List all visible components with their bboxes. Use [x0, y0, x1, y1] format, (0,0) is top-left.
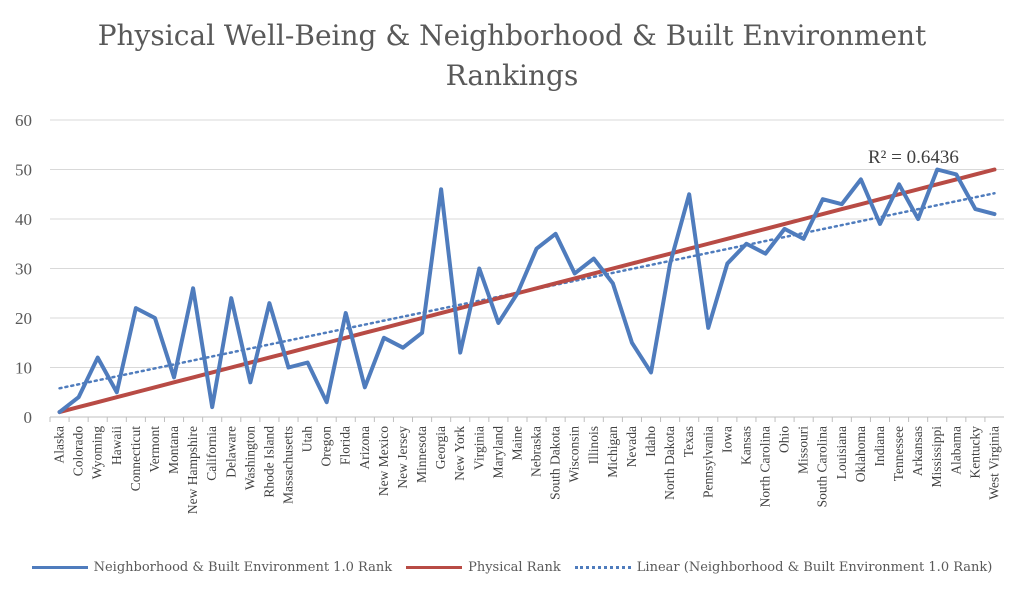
x-tick-label-montana: Montana: [166, 426, 181, 474]
legend-swatch-physical: [406, 565, 463, 569]
x-tick-label-alaska: Alaska: [52, 426, 67, 464]
x-tick-label-south-dakota: South Dakota: [548, 426, 563, 500]
legend-swatch-linear: [574, 565, 631, 569]
x-tick-label-iowa: Iowa: [719, 426, 734, 453]
chart-title-line-1: Physical Well-Being & Neighborhood & Bui…: [97, 19, 927, 52]
legend: Neighborhood & Built Environment 1.0 Ran…: [0, 556, 1024, 578]
y-tick-label-30: 30: [15, 260, 32, 279]
y-axis: 0 10 20 30 40 50 60: [15, 111, 32, 427]
x-tick-label-virginia: Virginia: [471, 426, 486, 470]
series-line-neighborhood-built-environment-1-0-rank: [57, 167, 997, 415]
x-tick-label-north-dakota: North Dakota: [662, 426, 677, 500]
x-tick-label-maryland: Maryland: [490, 426, 505, 479]
x-tick-label-utah: Utah: [300, 426, 315, 452]
series-line-linear-trend: [58, 192, 996, 390]
x-tick-label-hawaii: Hawaii: [109, 426, 124, 465]
x-tick-label-indiana: Indiana: [872, 426, 887, 466]
x-tick-label-north-carolina: North Carolina: [758, 426, 773, 507]
y-tick-label-40: 40: [15, 210, 32, 229]
r-squared-label: R² = 0.6436: [868, 147, 959, 168]
x-tick-label-vermont: Vermont: [147, 426, 162, 473]
legend-label-neighborhood: Neighborhood & Built Environment 1.0 Ran…: [93, 559, 393, 575]
x-tick-label-new-hampshire: New Hampshire: [185, 426, 200, 514]
y-tick-label-20: 20: [15, 309, 32, 328]
x-tick-label-washington: Washington: [242, 426, 257, 490]
x-tick-label-ohio: Ohio: [777, 426, 792, 453]
x-tick-label-tennessee: Tennessee: [891, 426, 906, 481]
legend-item-neighborhood: Neighborhood & Built Environment 1.0 Ran…: [31, 559, 393, 575]
x-tick-label-idaho: Idaho: [643, 426, 658, 457]
legend-item-physical: Physical Rank: [406, 560, 561, 575]
x-tick-label-rhode-island: Rhode Island: [261, 426, 276, 498]
x-tick-label-delaware: Delaware: [223, 426, 238, 478]
x-tick-label-new-jersey: New Jersey: [395, 426, 410, 489]
x-tick-label-maine: Maine: [509, 426, 524, 461]
x-tick-label-alabama: Alabama: [948, 426, 963, 475]
x-tick-label-new-mexico: New Mexico: [376, 426, 391, 496]
x-tick-label-illinois: Illinois: [586, 426, 601, 464]
legend-item-linear: Linear (Neighborhood & Built Environment…: [574, 559, 993, 575]
x-tick-label-south-carolina: South Carolina: [815, 426, 830, 507]
x-tick-label-michigan: Michigan: [605, 426, 620, 478]
x-tick-label-texas: Texas: [681, 426, 696, 457]
legend-label-linear: Linear (Neighborhood & Built Environment…: [636, 559, 993, 575]
series-line-physical-rank: [57, 167, 997, 415]
x-tick-label-oregon: Oregon: [319, 426, 334, 467]
x-tick-label-west-virginia: West Virginia: [986, 426, 1001, 500]
x-tick-label-missouri: Missouri: [796, 426, 811, 474]
x-tick-label-florida: Florida: [338, 426, 353, 465]
x-tick-label-kentucky: Kentucky: [967, 426, 982, 479]
legend-label-physical: Physical Rank: [468, 559, 561, 575]
chart-title-line-2: Rankings: [445, 59, 579, 92]
x-tick-label-wyoming: Wyoming: [90, 426, 105, 479]
x-tick-label-wisconsin: Wisconsin: [567, 426, 582, 483]
y-tick-label-0: 0: [24, 408, 33, 427]
x-tick-label-arkansas: Arkansas: [910, 426, 925, 476]
x-axis: Alaska Colorado Wyoming Hawaii Connecticut Ve…: [49, 417, 1001, 514]
x-tick-label-minnesota: Minnesota: [414, 426, 429, 483]
x-tick-label-arizona: Arizona: [357, 426, 372, 469]
x-tick-label-massachusetts: Massachusetts: [281, 426, 296, 504]
x-tick-label-nebraska: Nebraska: [529, 426, 544, 477]
x-tick-label-mississippi: Mississippi: [929, 426, 944, 488]
legend-swatch-neighborhood: [31, 565, 88, 569]
x-tick-label-new-york: New York: [452, 426, 467, 481]
x-tick-label-nevada: Nevada: [624, 426, 639, 467]
y-tick-label-10: 10: [15, 359, 32, 378]
x-tick-label-pennsylvania: Pennsylvania: [700, 426, 715, 498]
x-tick-label-louisiana: Louisiana: [834, 426, 849, 479]
x-tick-label-oklahoma: Oklahoma: [853, 426, 868, 482]
y-tick-label-60: 60: [15, 111, 32, 130]
x-tick-label-colorado: Colorado: [71, 426, 86, 476]
series-lines: [57, 167, 997, 415]
y-tick-label-50: 50: [15, 161, 32, 180]
x-tick-label-california: California: [204, 426, 219, 481]
x-tick-label-kansas: Kansas: [738, 426, 753, 465]
x-tick-label-georgia: Georgia: [433, 426, 448, 469]
gridlines: [50, 119, 1004, 418]
x-tick-label-connecticut: Connecticut: [128, 426, 143, 491]
